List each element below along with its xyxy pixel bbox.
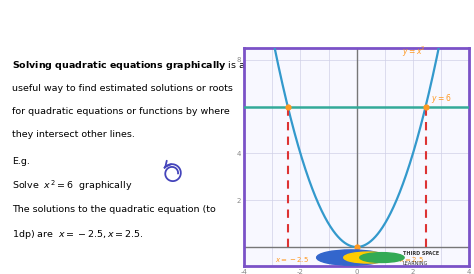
Text: they intersect other lines.: they intersect other lines. xyxy=(12,130,135,139)
Text: $y = 6$: $y = 6$ xyxy=(431,92,452,105)
Text: E.g.: E.g. xyxy=(12,157,30,166)
Text: The solutions to the quadratic equation (to: The solutions to the quadratic equation … xyxy=(12,206,216,214)
Text: LEARNING: LEARNING xyxy=(403,261,428,266)
Text: 1dp) are  $x = -2.5, x = 2.5$.: 1dp) are $x = -2.5, x = 2.5$. xyxy=(12,228,144,241)
Text: Solve  $x^2 = 6$  graphically: Solve $x^2 = 6$ graphically xyxy=(12,178,132,193)
Text: useful way to find estimated solutions or roots: useful way to find estimated solutions o… xyxy=(12,84,233,93)
Text: $\mathbf{Solving\ quadratic\ equations\ graphically}$ is a: $\mathbf{Solving\ quadratic\ equations\ … xyxy=(12,59,246,72)
Text: THIRD SPACE: THIRD SPACE xyxy=(403,251,439,256)
Text: Solving quadratic equations graphically: Solving quadratic equations graphically xyxy=(9,17,338,32)
Circle shape xyxy=(360,253,404,262)
Circle shape xyxy=(344,252,393,263)
Text: $x = 2.5$: $x = 2.5$ xyxy=(399,255,424,264)
Circle shape xyxy=(317,250,386,265)
Text: $y = x^2$: $y = x^2$ xyxy=(402,45,426,59)
Text: for quadratic equations or functions by where: for quadratic equations or functions by … xyxy=(12,107,230,116)
Text: $x = -2.5$: $x = -2.5$ xyxy=(275,255,309,264)
